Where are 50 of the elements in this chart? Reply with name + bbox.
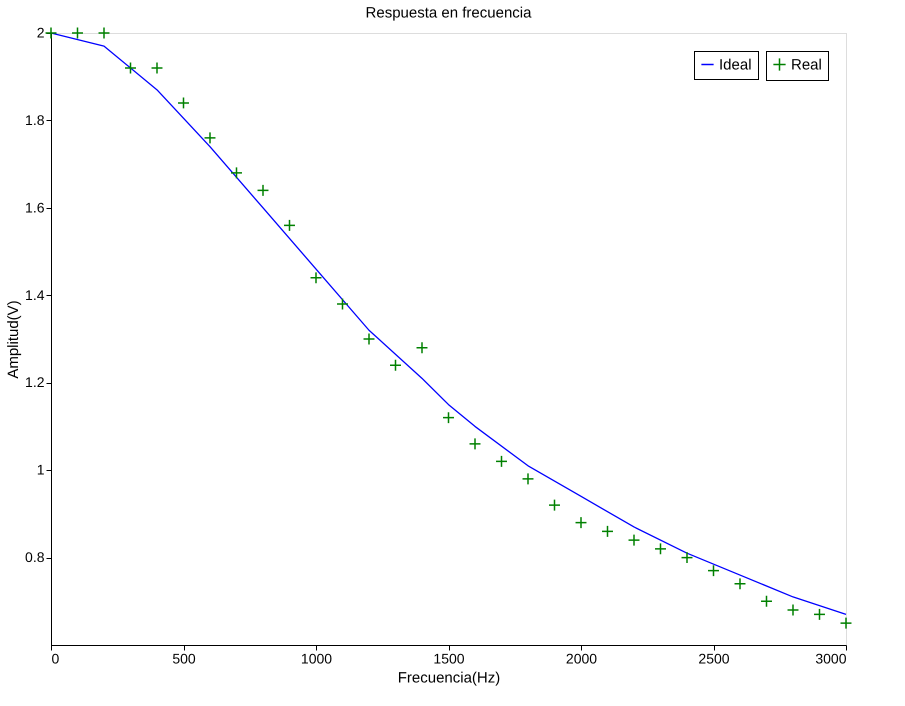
point: [548, 498, 561, 512]
point: [522, 472, 534, 486]
point: [760, 595, 773, 608]
point: [628, 534, 640, 546]
point: [44, 26, 58, 40]
point: [654, 542, 667, 556]
y-tick-label: 2: [36, 24, 45, 40]
point: [230, 166, 243, 180]
point: [362, 332, 376, 346]
chart-title: Respuesta en frecuencia: [366, 4, 532, 22]
legend-label: Real: [791, 56, 822, 74]
point: [283, 219, 296, 232]
point: [813, 608, 826, 621]
point: [256, 184, 270, 197]
y-tick-label: 1.4: [25, 286, 45, 303]
y-tick-label: 0.8: [25, 549, 45, 566]
x-tick-label: 500: [172, 650, 196, 666]
y-tick-label: 1.8: [25, 112, 45, 128]
y-tick-label: 1: [36, 462, 45, 478]
point: [416, 342, 428, 354]
point: [389, 359, 402, 372]
point: [310, 272, 322, 284]
point: [71, 26, 84, 40]
x-axis-title: Frecuencia(Hz): [398, 670, 500, 686]
point: [336, 298, 349, 310]
y-tick-label: 1.6: [25, 199, 45, 216]
point: [601, 525, 614, 538]
y-tick-label: 1.2: [25, 374, 45, 390]
x-tick-label: 3000: [815, 650, 847, 666]
point: [98, 26, 110, 40]
point: [574, 516, 588, 529]
x-tick-label: 0: [52, 650, 60, 666]
legend-label: Ideal: [719, 56, 752, 74]
point: [442, 411, 455, 424]
point: [124, 62, 137, 74]
point: [150, 62, 164, 74]
x-tick-label: 1500: [433, 650, 465, 666]
point: [204, 132, 216, 144]
point: [468, 438, 482, 450]
point: [707, 564, 720, 577]
x-tick-label: 1000: [300, 650, 332, 666]
x-tick-label: 2500: [698, 650, 730, 666]
point: [840, 616, 852, 630]
point: [786, 604, 800, 616]
x-tick-label: 2000: [566, 650, 598, 666]
y-axis-title: Amplitud(V): [5, 300, 22, 379]
point: [734, 578, 746, 590]
point: [680, 551, 694, 564]
point: [495, 455, 508, 468]
point: [177, 96, 190, 110]
